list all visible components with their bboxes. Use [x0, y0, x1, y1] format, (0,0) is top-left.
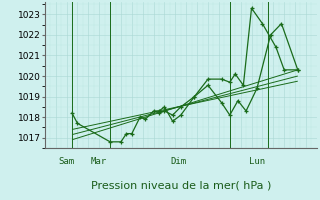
Text: Dim: Dim [170, 157, 186, 166]
Text: Pression niveau de la mer( hPa ): Pression niveau de la mer( hPa ) [91, 180, 271, 190]
Text: Sam: Sam [59, 157, 75, 166]
Text: Mar: Mar [91, 157, 107, 166]
Text: Lun: Lun [249, 157, 265, 166]
